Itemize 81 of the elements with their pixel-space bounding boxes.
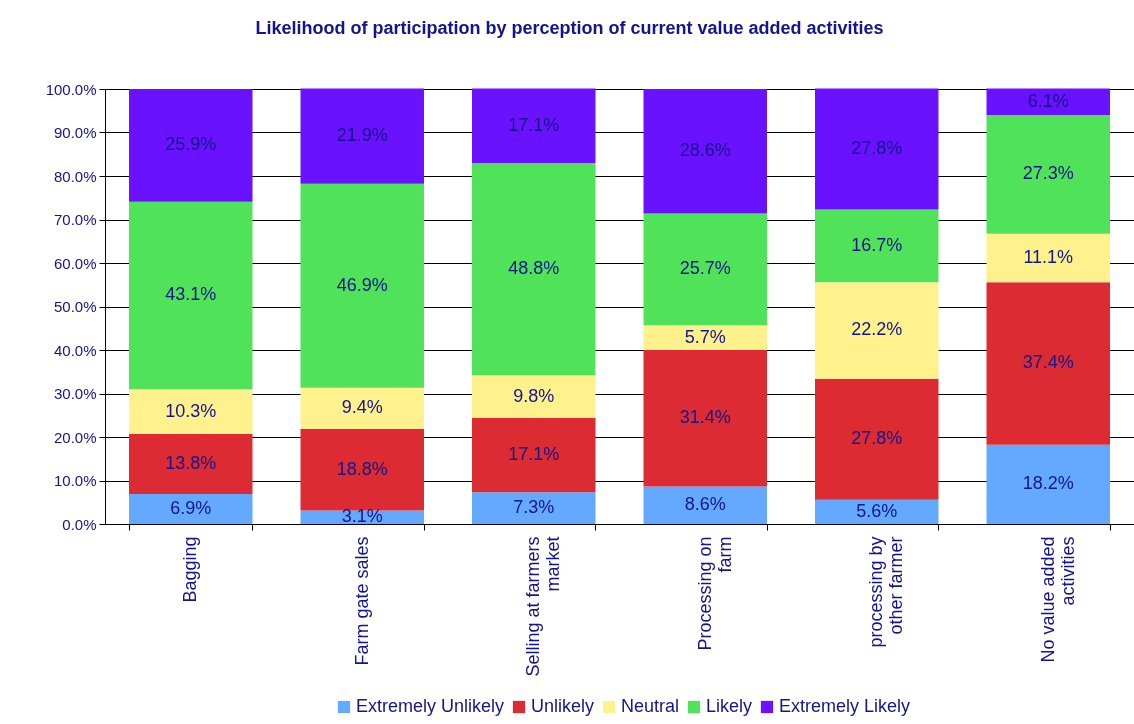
data-label: 7.3% [513, 497, 555, 518]
data-label: 22.2% [851, 319, 903, 340]
data-label: 6.1% [1027, 90, 1069, 111]
bar [986, 282, 1110, 445]
data-label: 6.9% [170, 497, 212, 518]
x-tick-label: No value added activities [1037, 536, 1078, 663]
x-tick-label: processing by other farmer [866, 536, 907, 648]
x-tick-label: Processing on farm [694, 536, 735, 651]
legend-label: Likely [706, 696, 753, 716]
bar [300, 428, 424, 511]
y-tick-label: 50.0% [53, 298, 97, 315]
legend-label: Extremely Unlikely [356, 696, 505, 716]
bar [129, 89, 253, 202]
data-label: 9.8% [513, 385, 555, 406]
y-tick-label: 90.0% [53, 124, 97, 141]
y-tick-label: 70.0% [53, 211, 97, 228]
data-label: 48.8% [508, 258, 560, 279]
bar [300, 88, 424, 184]
data-label: 27.3% [1022, 163, 1074, 184]
data-label: 18.8% [336, 458, 388, 479]
data-label: 46.9% [336, 274, 388, 295]
bar [643, 350, 767, 487]
y-tick-label: 0.0% [62, 515, 97, 533]
bar [300, 183, 424, 388]
data-label: 28.6% [679, 140, 731, 161]
y-tick-label: 10.0% [53, 472, 97, 489]
data-label: 25.7% [679, 258, 731, 279]
bar [472, 375, 596, 418]
data-label: 11.1% [1023, 247, 1074, 267]
data-label: 5.6% [856, 500, 898, 521]
legend-label: Neutral [621, 696, 680, 716]
data-label: 18.2% [1022, 473, 1074, 494]
bar [815, 378, 939, 500]
y-tick-label: 20.0% [53, 428, 97, 446]
data-label: 27.8% [851, 428, 903, 449]
x-tick-label: Bagging [180, 536, 201, 603]
bar [472, 88, 596, 163]
bar [643, 89, 767, 214]
bar [986, 233, 1110, 283]
bar [986, 115, 1110, 234]
bar [815, 282, 939, 379]
data-label: 43.1% [165, 284, 217, 305]
data-label: 5.7% [684, 326, 726, 347]
chart-title: Likelihood of participation by perception of current value added activities [255, 18, 884, 38]
data-label: 16.7% [851, 234, 903, 255]
y-tick-label: 100.0% [45, 80, 97, 98]
bar [815, 88, 939, 210]
data-label: 17.1% [508, 114, 560, 135]
y-tick-label: 80.0% [53, 167, 97, 185]
data-label: 31.4% [679, 407, 731, 428]
y-tick-label: 60.0% [53, 254, 97, 272]
bar [129, 433, 253, 494]
data-label: 13.8% [165, 452, 217, 473]
bar [300, 387, 424, 429]
bar [643, 325, 767, 350]
bar [643, 213, 767, 326]
data-label: 9.4% [341, 397, 383, 418]
bar [986, 88, 1110, 116]
data-label: 17.1% [508, 444, 560, 465]
bar [815, 209, 939, 283]
bar [472, 162, 596, 376]
bar [129, 201, 253, 390]
bar [472, 417, 596, 493]
data-label: 10.3% [165, 400, 217, 421]
legend-label: Extremely Likely [779, 696, 911, 716]
bar [986, 444, 1110, 524]
data-label: 37.4% [1022, 352, 1074, 373]
data-label: 8.6% [684, 494, 726, 515]
data-label: 3.1% [341, 506, 383, 527]
legend-label: Unlikely [531, 696, 595, 716]
bar [129, 389, 253, 434]
bar [129, 493, 253, 524]
bar [472, 492, 596, 524]
data-label: 27.8% [851, 138, 903, 159]
data-label: 25.9% [165, 134, 217, 155]
data-label: 21.9% [336, 125, 388, 146]
y-tick-label: 40.0% [53, 341, 97, 359]
bar [643, 486, 767, 524]
y-tick-label: 30.0% [53, 385, 97, 402]
x-tick-label: Farm gate sales [351, 536, 372, 666]
x-tick-label: Selling at farmers market [523, 536, 564, 677]
